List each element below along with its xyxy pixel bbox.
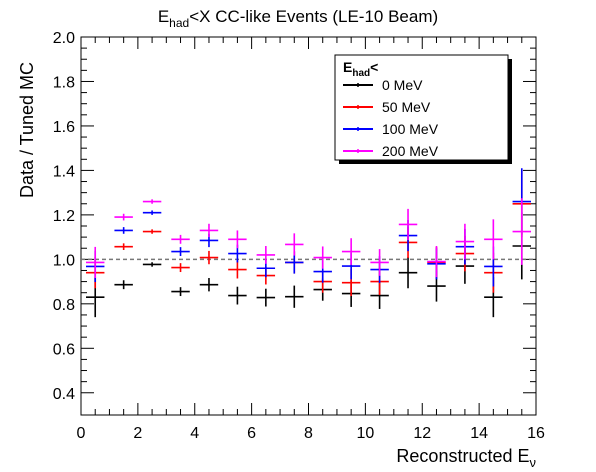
data-point <box>455 223 475 260</box>
y-tick-label: 0.4 <box>53 386 75 403</box>
data-point <box>171 263 190 273</box>
y-tick-label: 1.6 <box>53 119 75 136</box>
data-point <box>285 233 304 256</box>
x-tick-label: 4 <box>190 425 199 442</box>
data-point <box>86 246 105 279</box>
x-tick-label: 0 <box>77 425 86 442</box>
data-point <box>341 238 361 265</box>
data-point <box>398 257 418 289</box>
x-tick-label: 16 <box>527 425 545 442</box>
x-tick-label: 2 <box>133 425 142 442</box>
data-point <box>142 229 162 234</box>
data-point <box>199 223 219 238</box>
data-point <box>171 234 190 244</box>
data-point <box>256 288 276 307</box>
data-point <box>142 262 162 267</box>
x-label-sub: ν <box>530 455 537 470</box>
chart-title: Ehad<X CC-like Events (LE-10 Beam) <box>158 7 438 30</box>
legend-title-main: E <box>343 59 352 75</box>
data-point <box>114 280 133 290</box>
x-tick-label: 12 <box>413 425 431 442</box>
data-point <box>114 243 133 251</box>
y-tick-label: 1.8 <box>53 74 75 91</box>
legend-title-sub: had <box>352 68 370 79</box>
y-tick-label: 1.0 <box>53 252 75 269</box>
y-axis-label: Data / Tuned MC <box>17 62 37 198</box>
data-point <box>142 210 162 215</box>
data-point <box>114 227 133 234</box>
legend-label: 50 MeV <box>382 99 431 115</box>
title-rest: <X CC-like Events (LE-10 Beam) <box>189 7 438 26</box>
legend-label: 100 MeV <box>382 121 439 137</box>
data-point <box>427 246 446 278</box>
legend-label: 0 MeV <box>382 77 423 93</box>
y-tick-label: 0.6 <box>53 341 75 358</box>
data-point <box>370 249 389 276</box>
x-tick-label: 10 <box>356 425 374 442</box>
x-axis-label: Reconstructed Eν <box>396 446 536 470</box>
legend-title-rest: < <box>370 59 378 75</box>
title-sub: had <box>169 16 189 30</box>
y-tick-label: 2.0 <box>53 30 75 47</box>
data-point <box>512 198 531 265</box>
y-tick-label: 1.2 <box>53 208 75 225</box>
data-point <box>285 285 304 308</box>
y-tick-label: 1.4 <box>53 163 75 180</box>
data-point <box>171 287 190 297</box>
data-point <box>256 246 276 264</box>
legend-label: 200 MeV <box>382 143 439 159</box>
x-tick-label: 8 <box>304 425 313 442</box>
x-tick-label: 14 <box>470 425 488 442</box>
x-tick-label: 6 <box>247 425 256 442</box>
title-main: E <box>158 7 169 26</box>
data-point <box>228 286 247 305</box>
data-point <box>199 250 219 265</box>
x-label-main: Reconstructed E <box>396 446 529 466</box>
data-point <box>228 260 247 279</box>
data-point <box>313 246 332 269</box>
data-point <box>398 208 418 241</box>
data-point <box>484 219 503 260</box>
data-point <box>114 213 133 221</box>
data-point <box>142 199 162 204</box>
legend-title: Ehad< <box>343 59 378 79</box>
data-point <box>171 247 190 257</box>
y-tick-label: 0.8 <box>53 297 75 314</box>
data-point <box>199 278 219 292</box>
data-point <box>228 230 247 249</box>
